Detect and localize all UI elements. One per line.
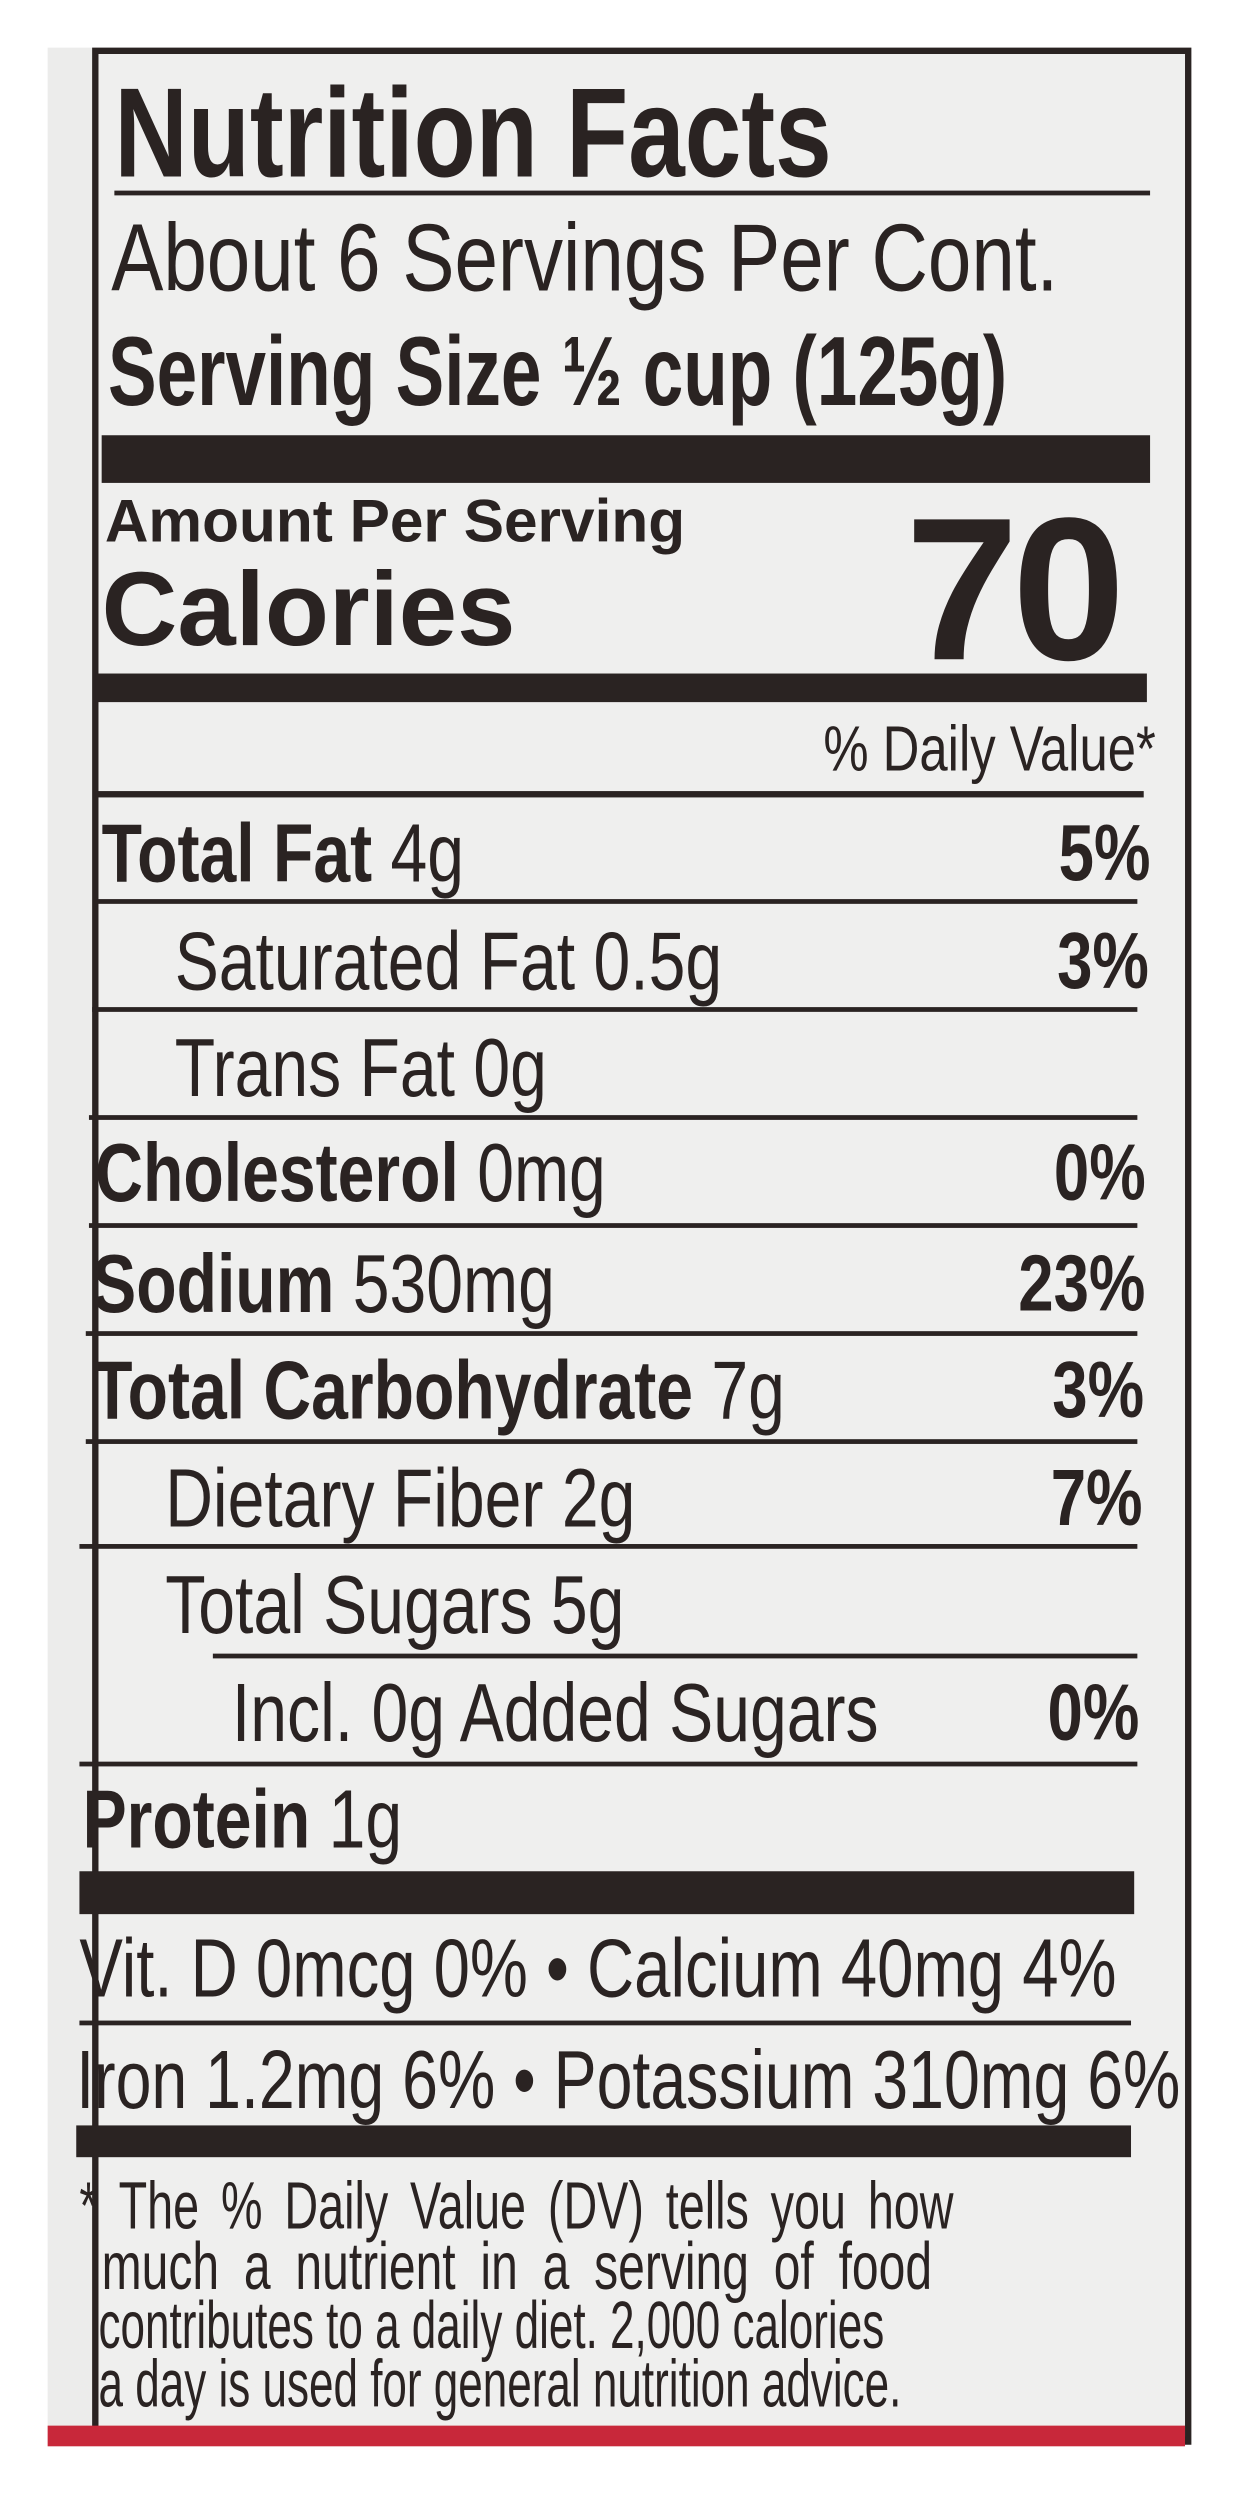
divider — [85, 1439, 1138, 1444]
divider — [79, 1544, 1138, 1549]
nutrient-label: Total Fat 4g — [102, 813, 464, 896]
nutrient-name: Saturated Fat — [174, 916, 576, 1009]
nutrient-label: Sodium 530mg — [92, 1244, 555, 1327]
serving-size-label: Serving Size — [108, 317, 542, 428]
nutrient-name: Protein — [82, 1774, 311, 1867]
nutrient-label: Total Carbohydrate 7g — [92, 1350, 785, 1433]
nutrient-name: Total Carbohydrate — [92, 1345, 694, 1438]
thick-divider — [95, 673, 1147, 703]
nutrient-amount: 2g — [561, 1453, 636, 1546]
nutrient-amount: 0g — [473, 1022, 547, 1116]
nutrient-daily-value: 5% — [1058, 808, 1151, 898]
serving-size-value: ½ cup (125g) — [561, 317, 1008, 428]
nutrient-name: Incl. 0g Added Sugars — [231, 1667, 879, 1761]
divider — [114, 190, 1151, 196]
vitamins-line: Vit. D 0mcg 0% • Calcium 40mg 4% — [79, 1923, 1117, 2016]
daily-value-header: % Daily Value* — [823, 714, 1157, 785]
nutrient-name: Sodium — [92, 1239, 335, 1332]
footnote-line: contributes to a daily diet. 2,000 calor… — [98, 2287, 885, 2363]
nutrient-amount: 1g — [328, 1774, 403, 1867]
divider — [92, 1007, 1138, 1012]
label-title: Nutrition Facts — [114, 61, 832, 204]
divider — [88, 1223, 1138, 1228]
divider — [95, 791, 1144, 798]
divider — [88, 1115, 1138, 1120]
footnote-line: * The % Daily Value (DV) tells you how — [79, 2168, 954, 2243]
nutrient-name: Dietary Fiber — [165, 1453, 544, 1546]
nutrient-label: Saturated Fat 0.5g — [175, 921, 722, 1004]
calories-label: Calories — [101, 549, 516, 668]
nutrient-label: Trans Fat 0g — [175, 1028, 547, 1111]
nutrient-name: Total Fat — [101, 808, 373, 901]
nutrient-daily-value: 0% — [1054, 1127, 1147, 1217]
divider — [212, 1653, 1138, 1659]
nutrient-daily-value: 23% — [1017, 1239, 1146, 1328]
servings-per-container: About 6 Servings Per Cont. — [111, 204, 1059, 312]
nutrient-daily-value: 3% — [1051, 1345, 1144, 1435]
nutrient-label: Cholesterol 0mg — [95, 1133, 605, 1216]
nutrient-amount: 7g — [711, 1345, 785, 1438]
nutrient-label: Dietary Fiber 2g — [165, 1458, 635, 1541]
footnote-line: a day is used for general nutrition advi… — [98, 2346, 902, 2421]
divider — [79, 2020, 1132, 2026]
nutrient-daily-value: 3% — [1056, 916, 1149, 1006]
nutrient-amount: 5g — [550, 1559, 625, 1653]
calories-value: 70 — [905, 476, 1125, 704]
nutrient-amount: 0mg — [477, 1127, 606, 1220]
nutrient-amount: 530mg — [352, 1239, 555, 1332]
divider — [79, 1761, 1138, 1767]
nutrient-name: Cholesterol — [95, 1127, 459, 1220]
amount-per-serving: Amount Per Serving — [104, 489, 686, 556]
nutrient-name: Total Sugars — [165, 1559, 533, 1653]
package-red-strip — [47, 2425, 1186, 2447]
thick-divider — [76, 2125, 1132, 2158]
nutrient-daily-value: 7% — [1050, 1453, 1143, 1543]
footnote-line: much a nutrient in a serving of food — [101, 2228, 933, 2304]
thick-divider — [79, 1871, 1135, 1915]
nutrient-name: Trans Fat — [174, 1022, 456, 1116]
thick-divider — [101, 435, 1151, 483]
nutrient-label: Protein 1g — [83, 1779, 403, 1862]
divider — [85, 1331, 1138, 1336]
divider — [98, 899, 1138, 904]
nutrient-amount: 0.5g — [593, 916, 723, 1009]
nutrient-daily-value: 0% — [1048, 1667, 1140, 1757]
minerals-line: Iron 1.2mg 6% • Potassium 310mg 6% — [76, 2034, 1181, 2128]
nutrient-amount: 4g — [390, 808, 464, 901]
nutrient-label: Total Sugars 5g — [165, 1565, 624, 1648]
serving-size: Serving Size ½ cup (125g) — [108, 323, 1007, 422]
nutrient-label: Incl. 0g Added Sugars — [232, 1673, 879, 1756]
